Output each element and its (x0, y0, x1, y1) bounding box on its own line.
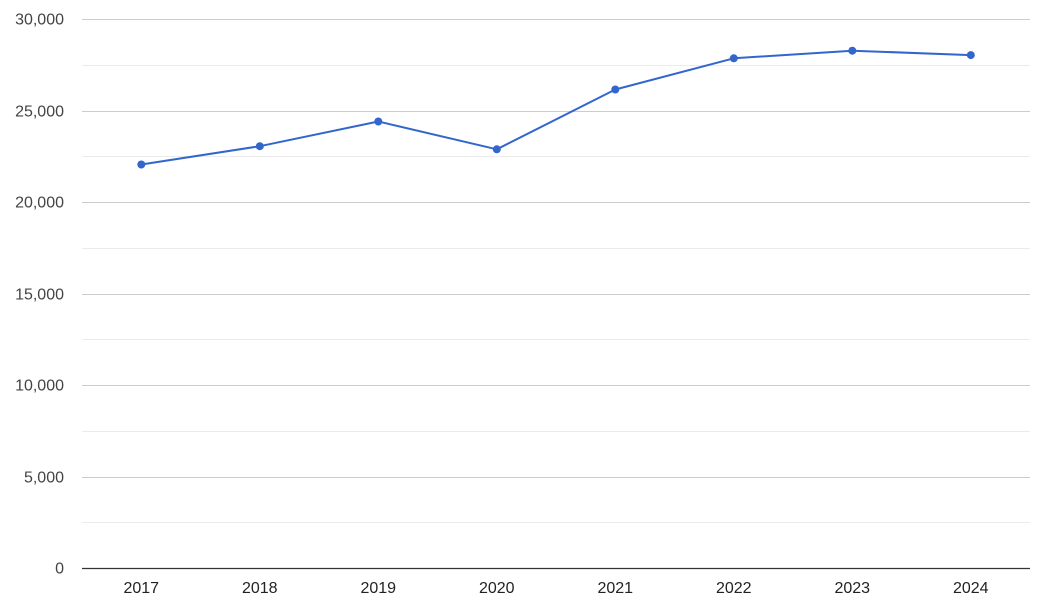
data-point (848, 46, 857, 55)
y-tick-label: 15,000 (15, 287, 64, 304)
y-tick-label: 5,000 (24, 470, 64, 487)
x-axis: 2017 2018 2019 2020 2021 2022 2023 2024 (82, 567, 1030, 597)
y-tick-label: 10,000 (15, 378, 64, 395)
data-point (729, 54, 738, 63)
x-tick-label: 2018 (242, 580, 278, 597)
data-point (611, 85, 620, 94)
minor-gridlines (82, 65, 1030, 523)
data-point (374, 117, 383, 126)
y-axis: 0 5,000 10,000 15,000 20,000 25,000 30,000 (15, 12, 64, 578)
x-tick-label: 2019 (360, 580, 396, 597)
major-gridlines (82, 19, 1030, 478)
data-point (966, 51, 975, 60)
data-point (137, 160, 146, 169)
y-tick-label: 20,000 (15, 195, 64, 212)
series-line (141, 49, 971, 166)
y-tick-label: 0 (55, 561, 64, 578)
y-tick-label: 25,000 (15, 104, 64, 121)
y-tick-label: 30,000 (15, 12, 64, 29)
x-tick-label: 2017 (123, 580, 159, 597)
x-tick-label: 2021 (597, 580, 633, 597)
x-tick-label: 2020 (479, 580, 515, 597)
x-tick-label: 2023 (834, 580, 870, 597)
x-tick-label: 2024 (953, 580, 989, 597)
x-tick-label: 2022 (716, 580, 752, 597)
data-point (492, 145, 501, 154)
series-group (137, 46, 975, 169)
data-point (255, 142, 264, 151)
